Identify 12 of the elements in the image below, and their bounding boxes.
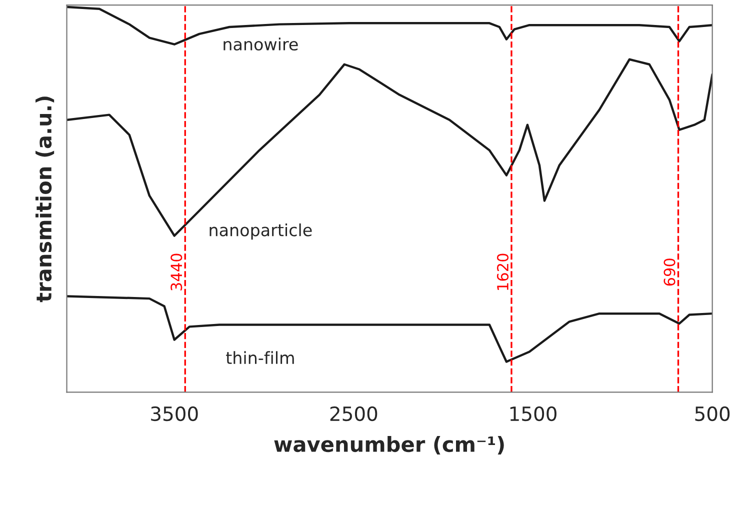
y-axis-title: transmition (a.u.)	[36, 96, 54, 302]
x-tick-label: 500	[695, 406, 730, 422]
ref-line-label: 3440	[170, 254, 182, 290]
ref-line-label: 1620	[496, 254, 509, 290]
x-tick-label: 1500	[510, 406, 556, 422]
series-label: nanoparticle	[210, 223, 312, 240]
x-tick-label: 2500	[330, 406, 378, 422]
series-label: thin-film	[226, 351, 294, 364]
x-tick-label: 3500	[151, 406, 198, 422]
ref-line-label: 690	[664, 258, 676, 286]
series-label: nanowire	[224, 38, 298, 51]
x-axis-title: wavenumber (cm⁻¹)	[274, 436, 504, 455]
